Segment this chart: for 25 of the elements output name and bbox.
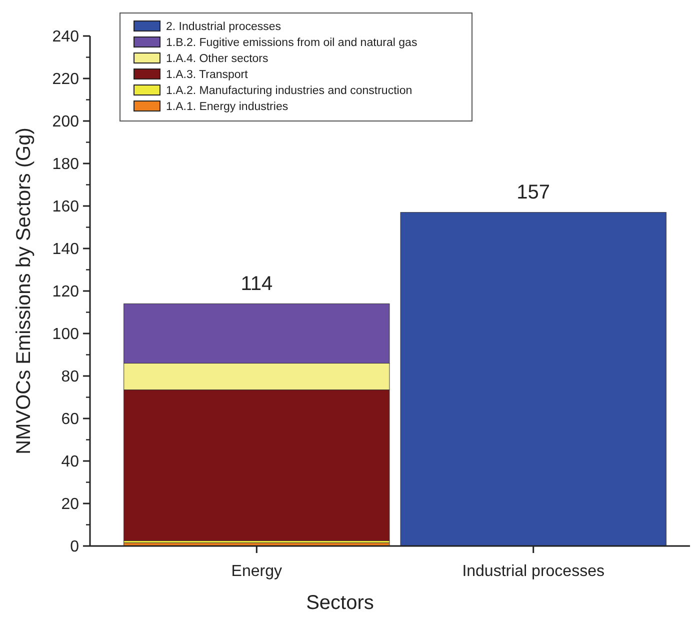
y-tick-label: 20 — [61, 496, 80, 514]
y-tick-label: 240 — [52, 28, 80, 46]
x-tick-label: Energy — [231, 563, 282, 580]
x-tick-label: Industrial processes — [462, 563, 604, 580]
y-tick-label: 160 — [52, 198, 80, 216]
y-tick-label: 180 — [52, 156, 80, 174]
legend-label: 1.A.2. Manufacturing industries and construction — [166, 85, 412, 98]
y-axis-title: NMVOCs Emissions by Sectors (Gg) — [13, 128, 35, 454]
legend-label: 1.A.4. Other sectors — [166, 53, 269, 66]
y-tick-label: 200 — [52, 114, 80, 131]
y-tick-label: 120 — [52, 284, 80, 301]
y-tick-label: 40 — [61, 454, 80, 471]
y-tick-label: 80 — [61, 368, 80, 386]
total-label: 157 — [516, 181, 550, 204]
legend-label: 1.A.1. Energy industries — [166, 101, 288, 114]
y-tick-label: 140 — [52, 241, 80, 258]
legend-label: 1.B.2. Fugitive emissions from oil and natural gas — [166, 37, 418, 50]
legend-label: 2. Industrial processes — [166, 21, 282, 34]
total-label: 114 — [240, 272, 273, 295]
y-tick-label: 0 — [70, 538, 80, 556]
x-axis-title: Sectors — [306, 592, 374, 614]
legend-label: 1.A.3. Transport — [166, 69, 249, 82]
y-tick-label: 220 — [52, 71, 80, 88]
y-tick-label: 60 — [61, 411, 80, 428]
y-tick-label: 100 — [52, 326, 80, 344]
